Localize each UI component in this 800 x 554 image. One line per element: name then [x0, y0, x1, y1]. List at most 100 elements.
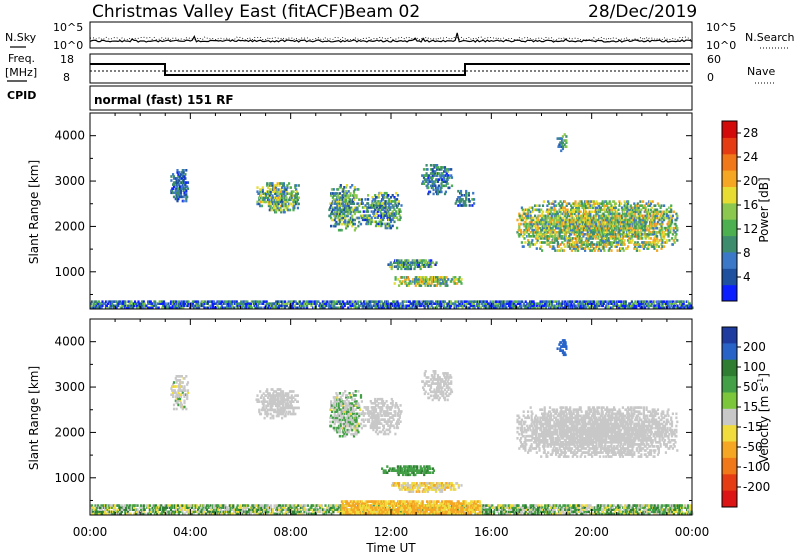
data-cell: [640, 235, 643, 238]
data-cell: [530, 235, 533, 238]
data-cell: [570, 226, 573, 230]
data-cell: [586, 241, 589, 244]
data-cell: [570, 228, 573, 232]
data-cell: [337, 222, 341, 226]
data-cell: [669, 224, 672, 228]
data-cell: [180, 304, 183, 308]
data-cell: [620, 302, 623, 305]
data-cell: [492, 302, 495, 305]
data-cell: [667, 300, 670, 303]
data-cell: [574, 243, 577, 246]
data-cell: [567, 224, 570, 228]
data-cell: [287, 204, 290, 208]
data-cell: [576, 243, 579, 246]
data-cell: [286, 200, 289, 204]
data-cell: [609, 202, 612, 205]
data-cell: [681, 306, 684, 310]
data-cell: [342, 306, 345, 310]
data-cell: [575, 247, 578, 250]
data-cell: [557, 249, 560, 252]
data-cell: [173, 306, 176, 310]
data-cell: [542, 306, 545, 310]
data-cell: [606, 228, 609, 232]
data-cell: [443, 176, 446, 179]
data-cell: [374, 214, 377, 217]
data-cell: [256, 190, 259, 193]
data-cell: [293, 198, 296, 202]
data-cell: [641, 233, 644, 236]
data-cell: [426, 168, 429, 171]
data-cell: [541, 214, 544, 218]
data-cell: [301, 302, 304, 305]
data-cell: [366, 206, 369, 209]
data-cell: [422, 176, 426, 179]
data-cell: [645, 216, 648, 220]
data-cell: [368, 204, 371, 207]
data-cell: [425, 276, 428, 279]
data-cell: [562, 206, 565, 210]
data-cell: [384, 202, 387, 205]
data-cell: [303, 300, 306, 303]
data-cell: [295, 202, 298, 206]
data-cell: [137, 300, 140, 303]
data-cell: [376, 204, 379, 207]
data-cell: [151, 306, 154, 310]
data-cell: [566, 243, 569, 246]
data-cell: [521, 300, 524, 303]
data-cell: [603, 226, 606, 230]
data-cell: [292, 208, 295, 212]
data-cell: [179, 173, 183, 176]
data-cell: [459, 200, 463, 203]
data-cell: [338, 212, 341, 216]
data-cell: [468, 200, 471, 203]
data-cell: [422, 300, 425, 303]
data-cell: [432, 164, 435, 167]
data-cell: [639, 224, 642, 228]
data-cell: [185, 181, 188, 184]
data-cell: [559, 200, 562, 203]
data-cell: [642, 302, 645, 305]
data-cell: [464, 300, 467, 303]
data-cell: [367, 302, 370, 305]
data-cell: [570, 249, 573, 252]
data-cell: [348, 222, 351, 226]
data-cell: [619, 237, 622, 240]
data-cell: [669, 214, 672, 218]
data-cell: [157, 306, 160, 310]
data-cell: [605, 245, 608, 248]
data-cell: [391, 302, 394, 305]
data-cell: [473, 198, 476, 201]
data-cell: [249, 302, 252, 305]
data-cell: [275, 300, 278, 303]
data-cell: [336, 204, 339, 207]
data-cell: [465, 204, 468, 207]
data-cell: [184, 187, 187, 190]
data-cell: [283, 200, 286, 204]
data-cell: [180, 171, 183, 174]
data-cell: [399, 306, 403, 310]
data-cell: [627, 231, 630, 234]
data-cell: [459, 191, 463, 195]
data-cell: [425, 263, 428, 266]
data-cell: [560, 143, 564, 146]
data-cell: [202, 300, 205, 303]
data-cell: [175, 179, 178, 182]
data-cell: [415, 280, 418, 283]
data-cell: [572, 247, 575, 250]
data-cell: [550, 304, 554, 308]
data-cell: [456, 304, 459, 308]
data-cell: [610, 237, 613, 240]
data-cell: [291, 204, 294, 208]
data-cell: [206, 300, 209, 303]
data-cell: [374, 194, 377, 197]
data-cell: [398, 280, 402, 283]
data-cell: [380, 304, 383, 308]
data-cell: [559, 243, 562, 246]
data-cell: [632, 216, 635, 220]
data-cell: [563, 143, 566, 146]
data-cell: [649, 237, 653, 240]
data-cell: [282, 300, 285, 303]
data-cell: [353, 212, 356, 216]
data-cell: [358, 216, 361, 220]
data-cell: [573, 210, 576, 214]
